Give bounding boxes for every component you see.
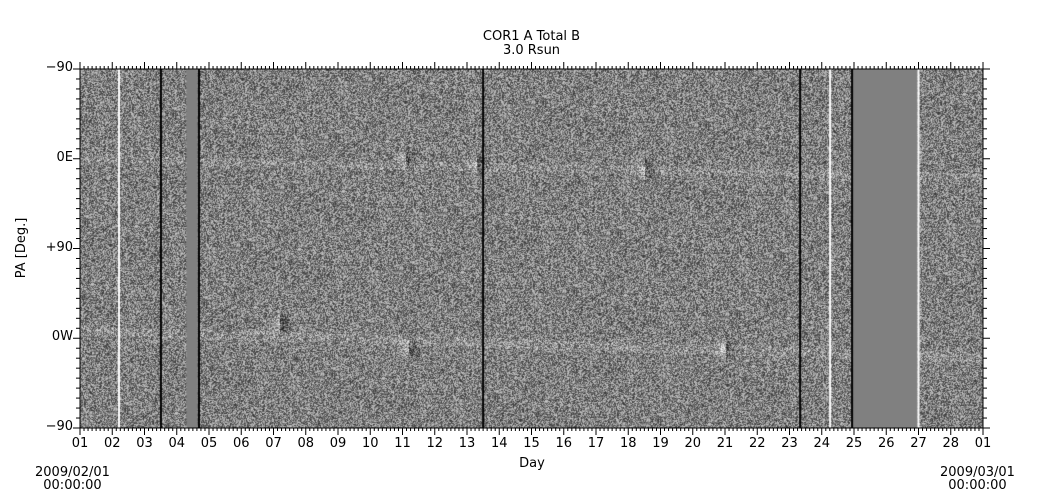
x-tick-label: 15: [523, 436, 540, 451]
x-tick-label: 09: [329, 436, 347, 451]
x-tick-label: 02: [103, 436, 121, 451]
x-tick-label: 06: [232, 436, 250, 451]
y-tick-label: −90: [45, 419, 73, 434]
end-date-time: 00:00:00: [948, 478, 1007, 493]
x-tick-label: 01: [71, 436, 89, 451]
x-tick-label: 11: [394, 436, 411, 451]
start-date-time: 00:00:00: [43, 478, 102, 493]
start-date-day: 2009/02/01: [35, 465, 110, 480]
y-tick-label: 0W: [51, 329, 73, 345]
x-tick-label: 08: [297, 436, 315, 451]
y-tick-label: −90: [45, 60, 73, 75]
y-tick-label: 0E: [56, 149, 74, 165]
x-tick-label: 25: [845, 436, 863, 451]
x-tick-label: 01: [974, 436, 992, 451]
x-tick-label: 12: [426, 436, 444, 451]
x-tick-label: 05: [200, 436, 218, 451]
y-tick-label: +90: [45, 239, 73, 255]
x-tick-label: 20: [684, 436, 702, 451]
x-axis-label: Day: [519, 456, 545, 471]
chart-title: COR1 A Total B: [482, 29, 581, 44]
x-tick-label: 18: [619, 436, 637, 451]
x-tick-label: 28: [942, 436, 960, 451]
x-tick-label: 16: [555, 436, 573, 451]
x-tick-label: 07: [265, 436, 282, 451]
x-tick-label: 21: [716, 436, 734, 451]
x-tick-label: 26: [877, 436, 895, 451]
x-tick-label: 13: [458, 436, 476, 451]
jmap-image: [80, 69, 983, 428]
x-tick-label: 24: [813, 436, 831, 451]
end-date-day: 2009/03/01: [940, 465, 1015, 480]
chart-subtitle: 3.0 Rsun: [502, 43, 561, 58]
x-tick-label: 14: [490, 436, 508, 451]
start-date: 2009/02/01 00:00:00: [35, 466, 110, 492]
x-tick-label: 19: [652, 436, 669, 451]
x-tick-label: 04: [168, 436, 186, 451]
plot-frame: [79, 68, 984, 429]
x-tick-label: 23: [781, 436, 798, 451]
x-tick-label: 17: [587, 436, 605, 451]
end-date: 2009/03/01 00:00:00: [940, 466, 1015, 492]
x-tick-label: 10: [361, 436, 379, 451]
x-tick-label: 22: [748, 436, 766, 451]
x-tick-label: 27: [910, 436, 927, 451]
y-axis-label: PA [Deg.]: [14, 217, 29, 279]
x-tick-label: 03: [136, 436, 153, 451]
